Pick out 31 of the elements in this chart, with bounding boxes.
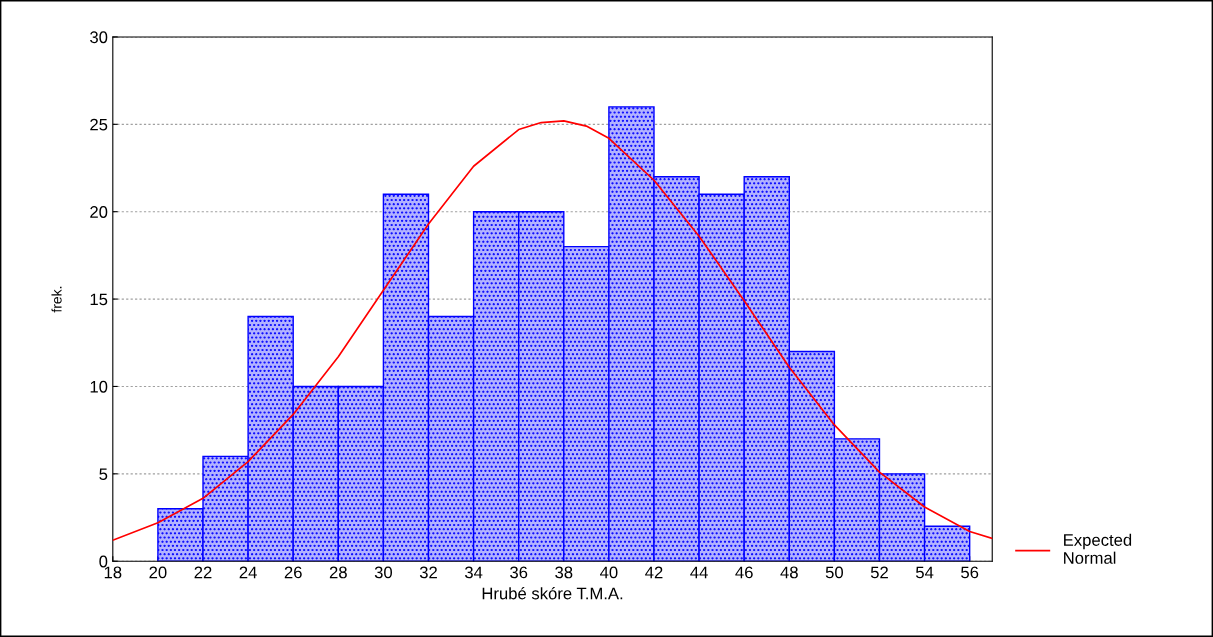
y-tick-label: 5	[99, 468, 108, 481]
x-tick-label: 32	[419, 566, 437, 579]
x-tick-label: 42	[645, 566, 663, 579]
x-tick-label: 36	[510, 566, 528, 579]
legend-label: Expected Normal	[1064, 533, 1132, 564]
x-axis-title: Hrubé skóre T.M.A.	[482, 586, 623, 600]
y-tick-label: 10	[90, 380, 108, 393]
y-tick-label: 20	[90, 206, 108, 218]
y-tick-label: 0	[99, 555, 108, 568]
y-tick-label: 25	[90, 118, 108, 131]
x-tick-label: 18	[104, 566, 122, 579]
x-tick-label: 28	[329, 566, 347, 579]
x-tick-label: 30	[374, 566, 393, 579]
x-tick-label: 20	[149, 566, 167, 579]
x-tick-label: 40	[600, 566, 618, 579]
x-tick-label: 44	[690, 566, 708, 579]
x-tick-label: 22	[194, 566, 212, 579]
x-tick-label: 38	[555, 566, 573, 579]
x-tick-label: 50	[825, 566, 844, 579]
x-tick-label: 24	[239, 566, 257, 579]
y-axis-title: frek.	[51, 286, 62, 313]
y-tick-label: 15	[90, 293, 108, 306]
x-tick-label: 56	[961, 566, 979, 579]
x-tick-label: 46	[735, 566, 753, 579]
line-series	[112, 119, 993, 542]
x-tick-label: 48	[780, 566, 798, 579]
x-tick-label: 54	[915, 566, 934, 579]
x-tick-label: 26	[284, 566, 302, 579]
x-tick-label: 52	[870, 566, 888, 579]
x-tick-label: 34	[464, 566, 483, 579]
y-tick-label: 30	[90, 31, 108, 44]
